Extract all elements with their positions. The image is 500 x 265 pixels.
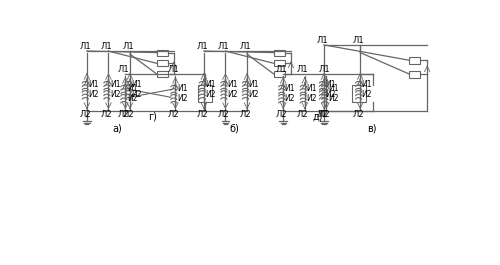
Text: И2: И2 <box>227 90 237 99</box>
Bar <box>352 85 366 102</box>
Text: И2: И2 <box>306 94 317 103</box>
Text: И1: И1 <box>206 81 216 89</box>
Text: И1: И1 <box>306 84 317 93</box>
Text: Л2: Л2 <box>168 110 179 119</box>
Text: И2: И2 <box>284 94 295 103</box>
Text: Л1: Л1 <box>276 65 287 74</box>
Text: И1: И1 <box>328 84 338 93</box>
Text: И1: И1 <box>248 81 259 89</box>
Text: И2: И2 <box>110 90 120 99</box>
Text: г): г) <box>148 112 156 122</box>
Text: а): а) <box>113 123 122 134</box>
Text: Л1: Л1 <box>79 42 91 51</box>
Text: Л2: Л2 <box>352 110 364 119</box>
Bar <box>157 60 168 67</box>
Text: Л1: Л1 <box>297 65 308 74</box>
Text: Л1: Л1 <box>100 42 112 51</box>
Text: И2: И2 <box>132 90 142 99</box>
Text: И1: И1 <box>362 81 372 89</box>
Text: Л1: Л1 <box>218 42 230 51</box>
Text: Л2: Л2 <box>218 110 230 119</box>
Text: И1: И1 <box>132 81 142 89</box>
Text: И1: И1 <box>127 84 138 93</box>
Text: Л1: Л1 <box>168 65 179 74</box>
Text: Л2: Л2 <box>122 110 134 119</box>
Bar <box>410 71 420 78</box>
Text: Л2: Л2 <box>276 110 287 119</box>
Text: И2: И2 <box>362 90 372 99</box>
Text: Л2: Л2 <box>316 110 328 119</box>
Text: д): д) <box>312 112 323 122</box>
Text: Л1: Л1 <box>318 65 330 74</box>
Text: И1: И1 <box>177 84 188 93</box>
Text: Л1: Л1 <box>118 65 130 74</box>
Text: Л1: Л1 <box>316 36 328 45</box>
Text: Л2: Л2 <box>118 110 130 119</box>
Text: Л2: Л2 <box>79 110 91 119</box>
Text: Л1: Л1 <box>352 36 364 45</box>
Text: И1: И1 <box>326 81 336 89</box>
Text: Л2: Л2 <box>196 110 208 119</box>
Text: И2: И2 <box>326 90 336 99</box>
Text: И2: И2 <box>127 94 138 103</box>
Text: И2: И2 <box>248 90 259 99</box>
Bar <box>410 57 420 64</box>
Text: И2: И2 <box>206 90 216 99</box>
Text: И2: И2 <box>328 94 338 103</box>
Bar <box>274 71 284 77</box>
Text: Л2: Л2 <box>100 110 112 119</box>
Bar <box>157 71 168 77</box>
Text: Л1: Л1 <box>122 42 134 51</box>
Text: б): б) <box>230 123 239 134</box>
Text: Л2: Л2 <box>240 110 251 119</box>
Text: И2: И2 <box>177 94 188 103</box>
Text: И1: И1 <box>284 84 295 93</box>
Text: Л2: Л2 <box>297 110 308 119</box>
Text: И1: И1 <box>227 81 237 89</box>
Bar <box>157 50 168 56</box>
Bar <box>274 50 284 56</box>
Text: в): в) <box>367 123 376 134</box>
Text: И1: И1 <box>88 81 99 89</box>
Text: И1: И1 <box>110 81 120 89</box>
Text: И2: И2 <box>88 90 99 99</box>
Text: Л2: Л2 <box>318 110 330 119</box>
Text: Л1: Л1 <box>196 42 208 51</box>
Bar <box>198 85 211 102</box>
Bar <box>274 60 284 67</box>
Text: Л1: Л1 <box>240 42 251 51</box>
